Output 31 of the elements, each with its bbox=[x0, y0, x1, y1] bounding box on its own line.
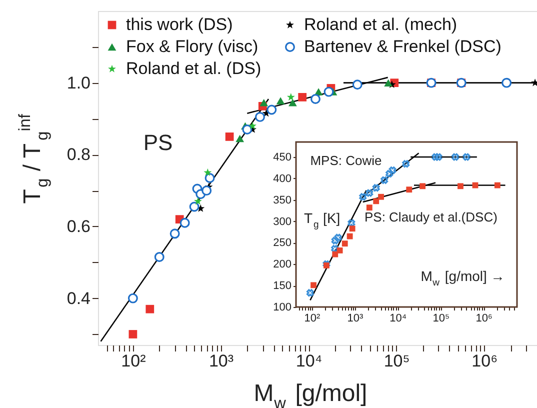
y-tick-label: 100 bbox=[273, 302, 292, 314]
y-tick-label: 0.8 bbox=[66, 145, 90, 164]
y-tick-label: 0.4 bbox=[66, 288, 90, 308]
y-axis-title: Tg / Tginf bbox=[16, 114, 52, 204]
y-tick-label: 1.0 bbox=[66, 73, 90, 92]
x-tick-label: 10⁵ bbox=[432, 312, 450, 324]
legend-label: Fox & Flory (visc) bbox=[126, 37, 258, 56]
series-label: MPS: Cowie bbox=[310, 153, 382, 168]
y-tick-label: 300 bbox=[273, 216, 292, 228]
series-label: PS: Claudy et al.(DSC) bbox=[364, 209, 498, 224]
x-tick-label: 10³ bbox=[347, 312, 364, 324]
x-tick-label: 10⁶ bbox=[476, 312, 492, 324]
x-tick-label: 10⁶ bbox=[472, 352, 498, 370]
y-tick-label: 450 bbox=[273, 152, 292, 164]
annotation: PS bbox=[143, 130, 173, 155]
y-tick-label: 200 bbox=[273, 258, 292, 271]
y-tick-label: 150 bbox=[273, 280, 292, 292]
legend-label: this work (DS) bbox=[126, 15, 233, 34]
y-tick-label: 350 bbox=[273, 194, 292, 206]
y-tick-label: 0.6 bbox=[66, 216, 90, 236]
legend-label: Roland et al. (mech) bbox=[304, 15, 458, 34]
legend-label: Roland et al. (DS) bbox=[126, 59, 262, 78]
x-tick-label: 10³ bbox=[208, 352, 234, 370]
x-tick-label: 10⁴ bbox=[390, 312, 407, 324]
legend-label: Bartenev & Frenkel (DSC) bbox=[304, 37, 502, 56]
y-tick-label: 250 bbox=[273, 237, 292, 250]
x-tick-label: 10² bbox=[121, 352, 146, 370]
y-tick-label: 400 bbox=[273, 172, 292, 185]
x-tick-label: 10² bbox=[304, 312, 321, 324]
x-tick-label: 10⁵ bbox=[384, 352, 410, 370]
x-tick-label: 10⁴ bbox=[296, 352, 322, 370]
